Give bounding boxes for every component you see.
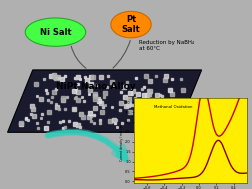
Text: NiPt Nano Alloy: NiPt Nano Alloy bbox=[56, 82, 136, 91]
Polygon shape bbox=[8, 70, 202, 132]
FancyArrowPatch shape bbox=[71, 46, 86, 68]
FancyArrowPatch shape bbox=[113, 40, 130, 68]
Text: Ni Salt: Ni Salt bbox=[40, 28, 71, 37]
Text: Reduction by NaBH₄
at 60°C: Reduction by NaBH₄ at 60°C bbox=[139, 40, 194, 51]
Y-axis label: Current density / mA cm⁻²: Current density / mA cm⁻² bbox=[120, 121, 124, 161]
Ellipse shape bbox=[111, 11, 151, 38]
Ellipse shape bbox=[25, 18, 86, 46]
FancyArrowPatch shape bbox=[48, 132, 126, 160]
FancyArrowPatch shape bbox=[48, 132, 125, 158]
Text: Methanol Oxidation: Methanol Oxidation bbox=[154, 105, 193, 109]
Text: Pt
Salt: Pt Salt bbox=[122, 15, 140, 34]
